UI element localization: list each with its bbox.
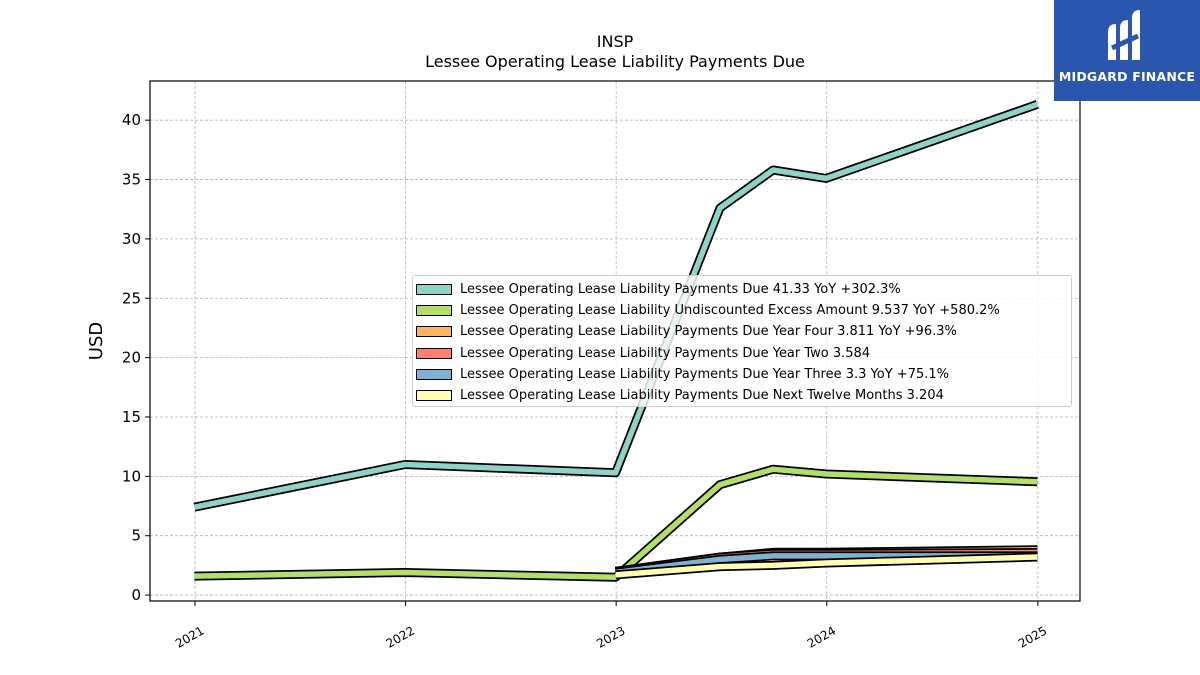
series-line-2 xyxy=(194,466,1038,581)
y-tick-label: 40 xyxy=(122,111,141,129)
legend-label: Lessee Operating Lease Liability Payment… xyxy=(460,366,949,382)
chart-legend: Lessee Operating Lease Liability Payment… xyxy=(412,275,1072,407)
series-line-6 xyxy=(615,554,1038,578)
x-tick-label: 2024 xyxy=(805,623,838,650)
legend-swatch xyxy=(416,390,452,402)
legend-item: Lessee Operating Lease Liability Undisco… xyxy=(416,300,1071,321)
legend-swatch xyxy=(416,326,452,338)
x-tick-label: 2023 xyxy=(594,623,627,650)
plot-frame xyxy=(149,80,1081,602)
x-tick-label: 2025 xyxy=(1016,623,1049,650)
brand-name: MIDGARD FINANCE xyxy=(1058,69,1196,84)
legend-item: Lessee Operating Lease Liability Payment… xyxy=(416,364,1071,385)
legend-label: Lessee Operating Lease Liability Undisco… xyxy=(460,303,1000,319)
legend-item: Lessee Operating Lease Liability Payment… xyxy=(416,279,1071,300)
y-tick-label: 0 xyxy=(131,586,141,604)
chart-subtitle: Lessee Operating Lease Liability Payment… xyxy=(425,52,805,71)
y-tick-label: 35 xyxy=(122,171,141,189)
legend-item: Lessee Operating Lease Liability Payment… xyxy=(416,343,1071,364)
legend-label: Lessee Operating Lease Liability Payment… xyxy=(460,345,871,361)
legend-label: Lessee Operating Lease Liability Payment… xyxy=(460,388,944,404)
legend-swatch xyxy=(416,368,452,380)
legend-swatch xyxy=(416,305,452,317)
midgard-logo-icon xyxy=(1108,10,1140,60)
y-tick-label: 10 xyxy=(122,467,141,485)
legend-item: Lessee Operating Lease Liability Payment… xyxy=(416,321,1071,342)
legend-item: Lessee Operating Lease Liability Payment… xyxy=(416,385,1071,406)
series-line-1 xyxy=(193,101,1039,510)
y-tick-label: 5 xyxy=(131,527,141,545)
chart-title: INSP xyxy=(596,32,634,51)
y-tick-label: 15 xyxy=(122,408,141,426)
y-axis-label: USD xyxy=(86,322,107,360)
series-line-5 xyxy=(615,553,1038,576)
y-tick-label: 25 xyxy=(122,289,141,307)
legend-swatch xyxy=(416,284,452,296)
brand-badge: MIDGARD FINANCE xyxy=(1054,0,1200,101)
x-tick-label: 2021 xyxy=(173,623,206,650)
legend-label: Lessee Operating Lease Liability Payment… xyxy=(460,324,957,340)
y-tick-label: 20 xyxy=(122,349,141,367)
y-tick-label: 30 xyxy=(122,230,141,248)
legend-label: Lessee Operating Lease Liability Payment… xyxy=(460,282,901,298)
x-tick-label: 2022 xyxy=(384,623,417,650)
legend-swatch xyxy=(416,347,452,359)
